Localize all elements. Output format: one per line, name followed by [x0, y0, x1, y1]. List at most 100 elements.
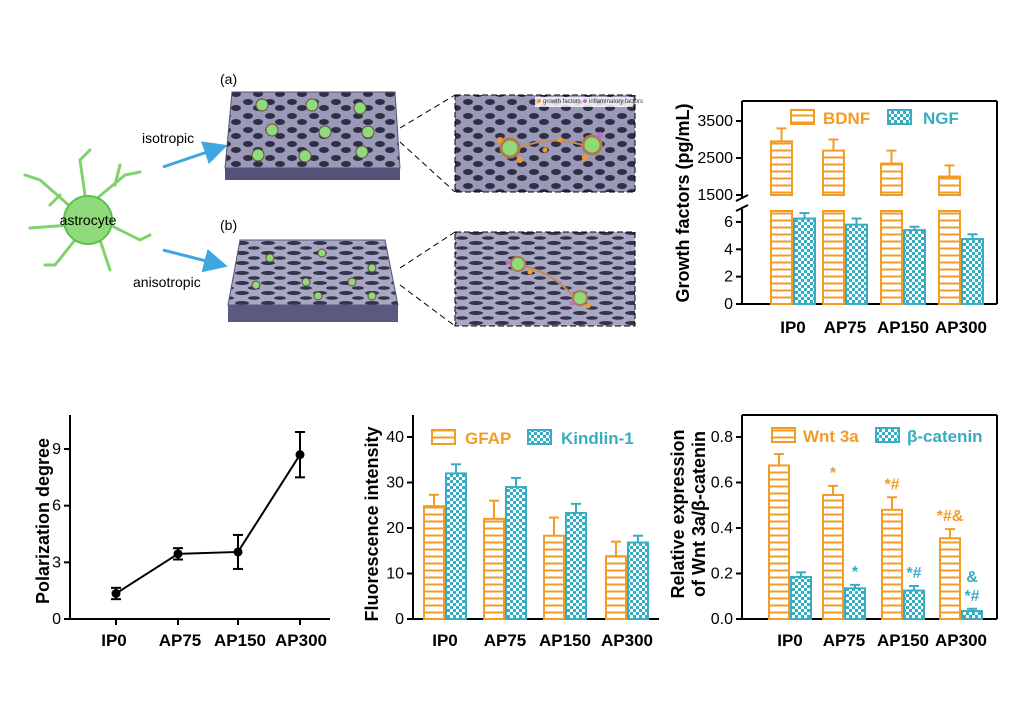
- wnt-x-tick-AP300: AP300: [935, 631, 987, 650]
- growth-upper-y-tick-1500: 1500: [697, 187, 733, 204]
- fl-bar-kindlin1-AP75: [505, 486, 527, 620]
- fl-y-tick-10: 10: [386, 566, 404, 583]
- fl-bar-gfap-AP300: [605, 555, 627, 621]
- fl-bars: [423, 463, 649, 621]
- wnt-y-tick-0.0: 0.0: [711, 611, 733, 628]
- wnt-bar-wnt3a-AP75-significance: *: [830, 465, 837, 482]
- pol-point-AP150: [233, 547, 243, 557]
- growth-axis: 1500 2500 3500 0 2 4 6 IP0 AP75 AP150 AP300: [697, 113, 987, 337]
- fl-bar-kindlin1-AP150: [565, 511, 587, 620]
- pol-point-AP75: [173, 549, 183, 559]
- wnt-bar-wnt3a-AP300-significance: *#&: [937, 508, 964, 525]
- fl-y-tick-20: 20: [386, 520, 404, 537]
- schematic: astrocyte isotropic anisotropic (a) (b): [23, 71, 643, 327]
- legend-ngf-label: NGF: [923, 109, 959, 128]
- fl-x-tick-IP0: IP0: [432, 631, 458, 650]
- pol-x-tick-AP150: AP150: [214, 631, 266, 650]
- legend-bdnf-swatch: [790, 109, 815, 125]
- wnt-y-tick-0.2: 0.2: [711, 566, 733, 583]
- panel-a-label: (a): [220, 71, 237, 87]
- bar-bdnf-AP75: [822, 149, 845, 197]
- fl-legend: GFAP Kindlin-1: [431, 429, 634, 448]
- legend-bdnf-label: BDNF: [823, 109, 870, 128]
- growth-legend: BDNF NGF: [790, 109, 959, 128]
- wnt-axis: 0.0 0.2 0.4 0.6 0.8 IP0 AP75 AP150 AP300: [711, 429, 987, 650]
- legend-wnt-label: Wnt 3a: [803, 427, 859, 446]
- growth-x-tick-IP0: IP0: [780, 318, 806, 337]
- wnt-bar-wnt3a-AP75: [822, 494, 844, 621]
- wnt-x-tick-AP75: AP75: [823, 631, 866, 650]
- fl-axis: 0 10 20 30 40 IP0 AP75 AP150 AP300: [386, 429, 653, 650]
- fl-x-tick-AP75: AP75: [484, 631, 527, 650]
- wnt-bar-catenin-AP75-significance: *: [852, 564, 859, 581]
- legend-gfap-label: GFAP: [465, 429, 511, 448]
- growth-x-tick-AP150: AP150: [877, 318, 929, 337]
- fl-bar-gfap-AP150: [543, 534, 565, 620]
- wnt-ylabel-line1: Relative expression: [668, 429, 688, 598]
- chart-growth-factors: 1500 2500 3500 0 2 4 6 IP0 AP75 AP150 AP300 Growth…: [673, 100, 998, 337]
- legend-bcatenin-swatch: [875, 427, 900, 443]
- wnt-y-tick-0.8: 0.8: [711, 429, 733, 446]
- growth-bars: [770, 127, 984, 306]
- fl-y-tick-40: 40: [386, 429, 404, 446]
- pol-point-IP0: [111, 589, 121, 598]
- wnt-bars: * * *# *# *#& & *#: [768, 453, 983, 621]
- chart-fluorescence: 0 10 20 30 40 IP0 AP75 AP150 AP300 Fluorescence …: [362, 415, 659, 650]
- growth-lower-y-tick-0: 0: [724, 296, 733, 313]
- astrocyte-illustration: [23, 148, 152, 272]
- wnt-x-tick-AP150: AP150: [877, 631, 929, 650]
- fl-x-tick-AP300: AP300: [601, 631, 653, 650]
- legend-kindlin-swatch: [527, 429, 552, 445]
- pol-ylabel: Polarization degree: [33, 438, 53, 604]
- scaffold-a-cells: [251, 98, 375, 163]
- wnt-bar-catenin-AP300-significance: *#: [964, 588, 979, 605]
- zoom-lines: [399, 94, 456, 327]
- fl-x-tick-AP150: AP150: [539, 631, 591, 650]
- pol-line: [115, 454, 301, 595]
- scaffold-a-side: [225, 168, 400, 180]
- growth-upper-y-tick-3500: 3500: [697, 113, 733, 130]
- astrocyte-label: astrocyte: [60, 212, 117, 228]
- inset-legend-growth: growth factors: [543, 99, 581, 105]
- scaffold-b-cells: [251, 248, 377, 301]
- wnt-ylabel-line2: of Wnt 3a/β-catenin: [689, 431, 709, 597]
- fl-bar-gfap-IP0: [423, 505, 445, 620]
- pol-series: [111, 431, 305, 601]
- pol-y-tick-3: 3: [52, 554, 61, 571]
- growth-upper-y-tick-2500: 2500: [697, 150, 733, 167]
- bar-ngf-AP150: [903, 229, 926, 306]
- legend-kindlin-label: Kindlin-1: [561, 429, 634, 448]
- bar-bdnf-AP300: [938, 175, 961, 196]
- pol-x-tick-AP75: AP75: [159, 631, 202, 650]
- wnt-bar-wnt3a-AP300: [939, 537, 961, 620]
- legend-bcatenin-label: β-catenin: [907, 427, 983, 446]
- fl-y-tick-0: 0: [395, 611, 404, 628]
- growth-lower-y-tick-2: 2: [724, 269, 733, 286]
- chart-wnt: * * *# *# *#& & *# 0.0 0.2 0.4 0.6 0.8 IP0 AP75 AP150…: [668, 414, 998, 650]
- label-anisotropic: anisotropic: [133, 274, 201, 290]
- bar-bdnf-lower-AP75: [822, 210, 845, 305]
- growth-x-tick-AP300: AP300: [935, 318, 987, 337]
- inset-b: [454, 231, 636, 327]
- inset-legend-inflammatory: inflammatory factors: [589, 99, 643, 105]
- wnt-bar-catenin-AP300: [961, 610, 983, 620]
- label-isotropic: isotropic: [142, 130, 194, 146]
- wnt-y-tick-0.4: 0.4: [711, 520, 733, 537]
- pol-y-tick-0: 0: [52, 611, 61, 628]
- pol-axis: 0 3 6 9 IP0 AP75 AP150 AP300: [52, 441, 327, 650]
- wnt-bar-wnt3a-IP0: [768, 464, 790, 620]
- arrow-isotropic: [162, 141, 228, 169]
- bar-bdnf-lower-AP150: [880, 210, 903, 305]
- growth-lower-y-tick-6: 6: [724, 214, 733, 231]
- wnt-x-tick-IP0: IP0: [777, 631, 803, 650]
- panel-b-label: (b): [220, 217, 237, 233]
- wnt-bar-catenin-AP300-significance: &: [966, 569, 978, 586]
- growth-ylabel: Growth factors (pg/mL): [673, 104, 693, 303]
- wnt-bar-catenin-AP150: [903, 589, 925, 620]
- wnt-bar-catenin-AP75: [844, 587, 866, 620]
- pol-y-tick-9: 9: [52, 441, 61, 458]
- inset-b-cells: [505, 256, 591, 309]
- fl-bar-kindlin1-AP300: [627, 541, 649, 620]
- scaffold-b-side: [228, 305, 398, 322]
